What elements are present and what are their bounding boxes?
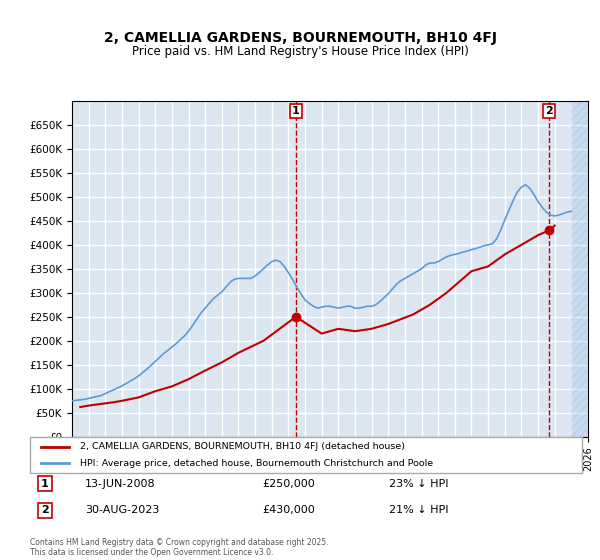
FancyBboxPatch shape <box>30 437 582 473</box>
Text: HPI: Average price, detached house, Bournemouth Christchurch and Poole: HPI: Average price, detached house, Bour… <box>80 459 433 468</box>
Text: 23% ↓ HPI: 23% ↓ HPI <box>389 479 448 489</box>
Text: £430,000: £430,000 <box>262 505 314 515</box>
Text: 21% ↓ HPI: 21% ↓ HPI <box>389 505 448 515</box>
Text: £250,000: £250,000 <box>262 479 314 489</box>
Text: 2, CAMELLIA GARDENS, BOURNEMOUTH, BH10 4FJ: 2, CAMELLIA GARDENS, BOURNEMOUTH, BH10 4… <box>104 31 497 45</box>
Text: Price paid vs. HM Land Registry's House Price Index (HPI): Price paid vs. HM Land Registry's House … <box>131 45 469 58</box>
Text: 1: 1 <box>292 106 300 116</box>
Text: 2: 2 <box>41 505 49 515</box>
Text: 1: 1 <box>41 479 49 489</box>
Text: Contains HM Land Registry data © Crown copyright and database right 2025.
This d: Contains HM Land Registry data © Crown c… <box>30 538 329 557</box>
Text: 13-JUN-2008: 13-JUN-2008 <box>85 479 156 489</box>
Bar <box>571 101 588 437</box>
Text: 2: 2 <box>545 106 553 116</box>
Text: 30-AUG-2023: 30-AUG-2023 <box>85 505 160 515</box>
Text: 2, CAMELLIA GARDENS, BOURNEMOUTH, BH10 4FJ (detached house): 2, CAMELLIA GARDENS, BOURNEMOUTH, BH10 4… <box>80 442 404 451</box>
